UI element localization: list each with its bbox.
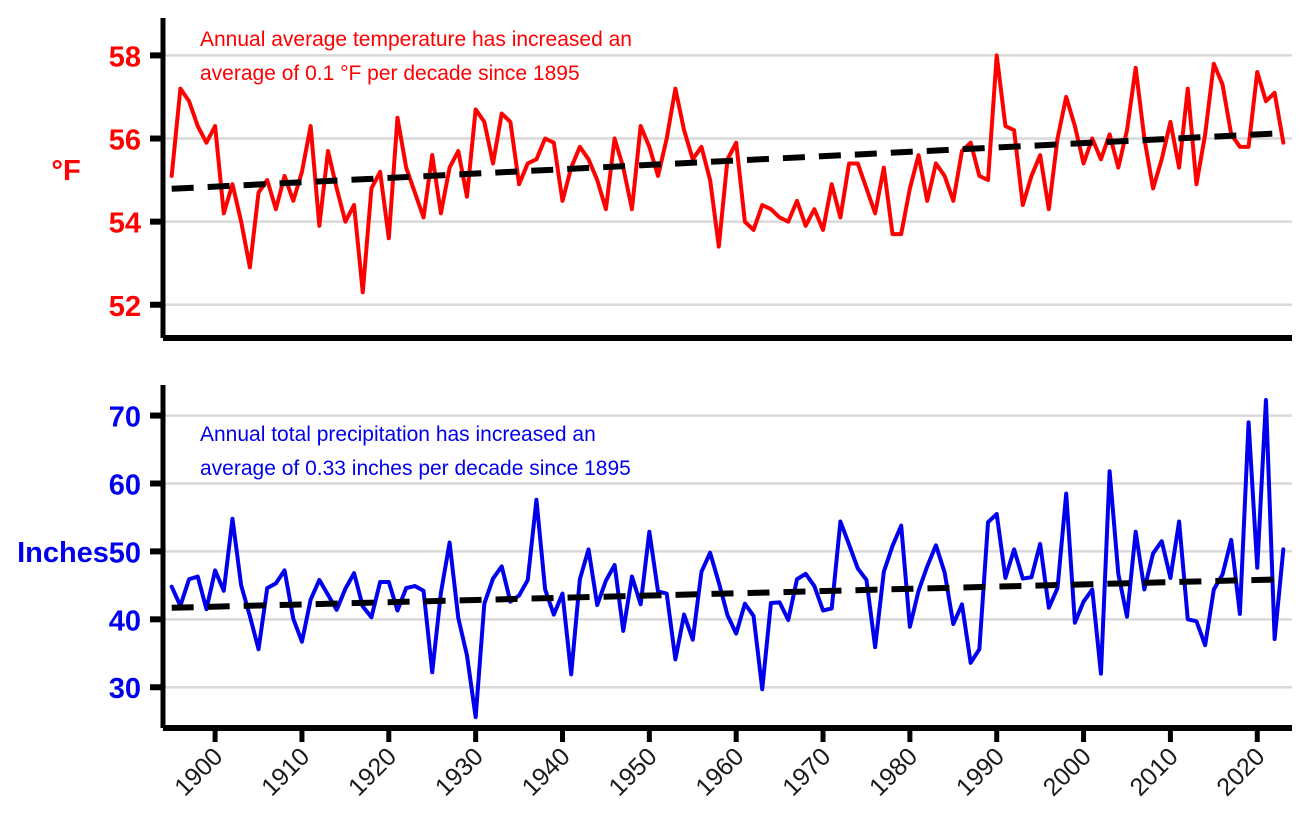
temperature-panel: 52 54 56 58 °F Annual average temperature h… (51, 18, 1292, 341)
precipitation-trend-line (171, 576, 1284, 611)
temperature-y-tick-label: 54 (109, 208, 141, 240)
temperature-series-line (169, 53, 1286, 295)
temperature-trend-line (171, 130, 1284, 192)
temperature-y-tick-marks (150, 52, 163, 308)
x-tick-label-2000: 2000 (1038, 742, 1097, 801)
x-tick-label-2020: 2020 (1211, 742, 1270, 801)
precipitation-y-tick-label: 30 (109, 673, 141, 705)
x-tick-label-1900: 1900 (169, 742, 228, 801)
temperature-annotation-line1: Annual average temperature has increased… (200, 28, 632, 51)
temperature-gridlines (163, 54, 1292, 307)
x-axis-tick-labels: 1900 1910 1920 1930 1940 1950 1960 1970 1980 1990… (169, 742, 1270, 801)
temperature-y-tick-label: 52 (109, 291, 141, 323)
x-tick-label-1950: 1950 (603, 742, 662, 801)
temperature-y-tick-labels: 52 54 56 58 (109, 41, 141, 322)
precipitation-y-tick-labels: 30 40 50 60 70 (109, 402, 141, 706)
x-tick-label-1940: 1940 (517, 742, 576, 801)
temperature-axis-title: °F (51, 155, 80, 187)
precipitation-y-tick-label: 60 (109, 469, 141, 501)
x-tick-label-1920: 1920 (343, 742, 402, 801)
temperature-y-tick-label: 58 (109, 41, 141, 73)
precipitation-y-tick-label: 50 (109, 537, 141, 569)
precipitation-annotation-line1: Annual total precipitation has increased… (200, 423, 596, 446)
precipitation-series-line (169, 397, 1286, 720)
temperature-annotation-line2: average of 0.1 °F per decade since 1895 (200, 62, 580, 85)
precipitation-panel: 30 40 50 60 70 Inches Annual total precipita… (17, 385, 1292, 802)
precipitation-axis-title: Inches (17, 537, 109, 569)
x-tick-label-1910: 1910 (256, 742, 315, 801)
precipitation-y-tick-label: 70 (109, 402, 141, 434)
x-tick-label-1980: 1980 (864, 742, 923, 801)
x-tick-label-1990: 1990 (951, 742, 1010, 801)
x-tick-label-1960: 1960 (690, 742, 749, 801)
precipitation-annotation-line2: average of 0.33 inches per decade since … (200, 457, 631, 480)
precipitation-y-tick-label: 40 (109, 605, 141, 637)
x-tick-label-2010: 2010 (1125, 742, 1184, 801)
temperature-y-tick-label: 56 (109, 125, 141, 157)
x-axis-tick-marks (212, 728, 1260, 742)
precipitation-y-tick-marks (150, 412, 163, 691)
x-tick-label-1930: 1930 (430, 742, 489, 801)
x-tick-label-1970: 1970 (777, 742, 836, 801)
